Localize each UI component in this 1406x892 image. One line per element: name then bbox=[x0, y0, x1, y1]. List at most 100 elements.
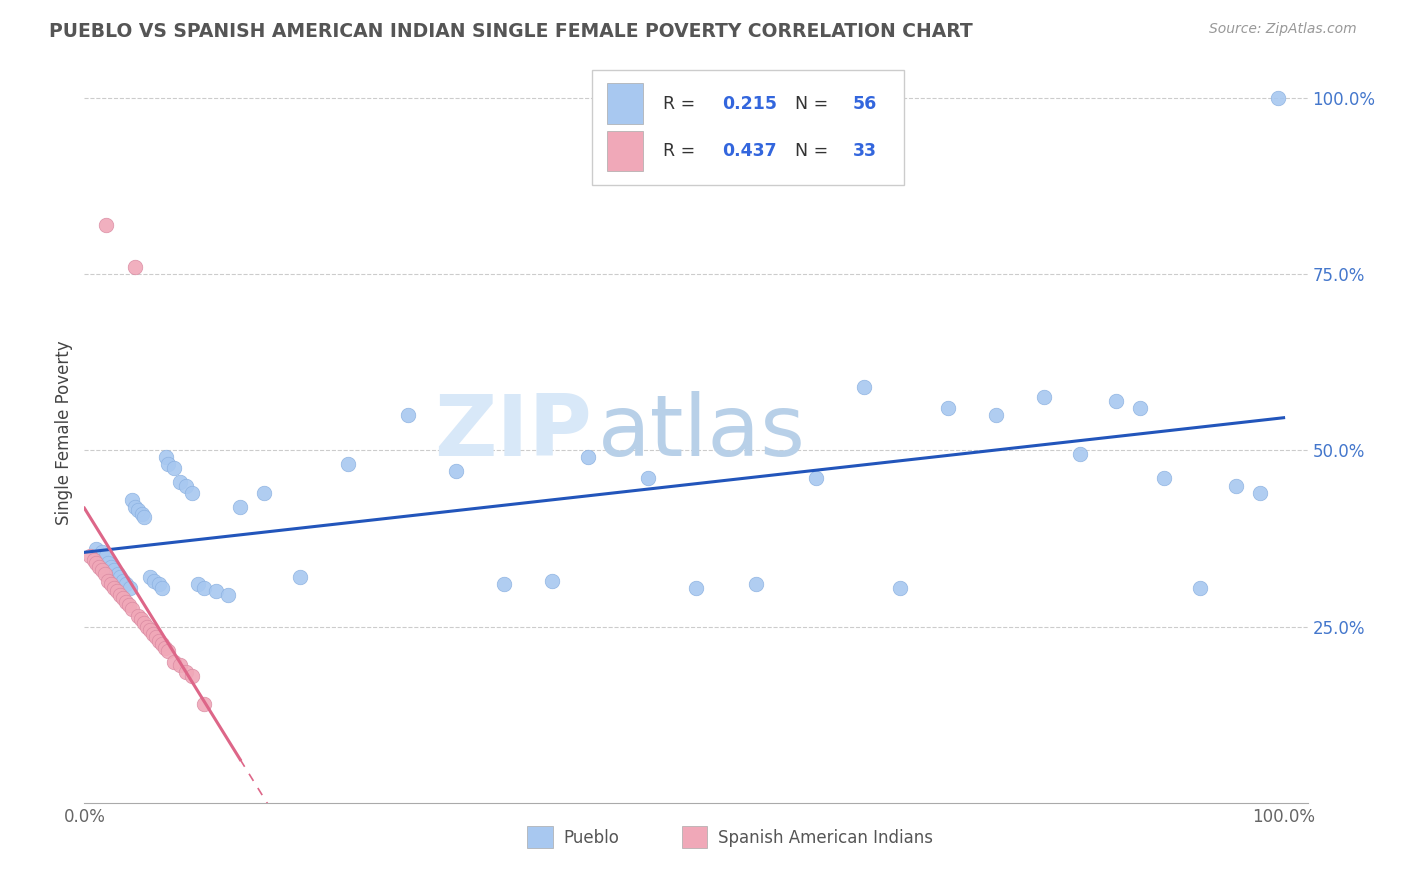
Point bbox=[193, 697, 215, 711]
Point bbox=[87, 559, 110, 574]
Y-axis label: Single Female Poverty: Single Female Poverty bbox=[55, 341, 73, 524]
Point bbox=[94, 549, 117, 563]
Point bbox=[97, 556, 120, 570]
Point bbox=[127, 609, 149, 624]
Point bbox=[145, 630, 167, 644]
Point bbox=[93, 566, 115, 581]
Point bbox=[229, 500, 252, 514]
Point bbox=[181, 485, 204, 500]
Point bbox=[115, 577, 138, 591]
Point bbox=[97, 574, 120, 588]
Point bbox=[153, 640, 176, 655]
Point bbox=[103, 563, 125, 577]
Point bbox=[169, 658, 191, 673]
Point bbox=[852, 380, 875, 394]
Point bbox=[337, 458, 360, 472]
Point bbox=[124, 260, 146, 274]
Point bbox=[1069, 447, 1091, 461]
Point bbox=[1249, 485, 1271, 500]
Point bbox=[193, 581, 215, 595]
Point bbox=[129, 612, 152, 626]
Text: N =: N = bbox=[794, 95, 834, 113]
Point bbox=[131, 507, 153, 521]
Point bbox=[142, 574, 165, 588]
Bar bbox=[606, 130, 644, 171]
Point bbox=[107, 566, 129, 581]
Point bbox=[150, 581, 173, 595]
Point bbox=[105, 584, 128, 599]
Text: 0.437: 0.437 bbox=[721, 143, 776, 161]
Text: PUEBLO VS SPANISH AMERICAN INDIAN SINGLE FEMALE POVERTY CORRELATION CHART: PUEBLO VS SPANISH AMERICAN INDIAN SINGLE… bbox=[49, 22, 973, 41]
Point bbox=[118, 599, 141, 613]
Point bbox=[1188, 581, 1211, 595]
Point bbox=[111, 574, 134, 588]
Point bbox=[103, 581, 125, 595]
Point bbox=[111, 591, 134, 606]
FancyBboxPatch shape bbox=[592, 70, 904, 185]
Point bbox=[86, 541, 108, 556]
Point bbox=[1225, 478, 1247, 492]
Point bbox=[118, 581, 141, 595]
Text: R =: R = bbox=[664, 95, 700, 113]
Point bbox=[110, 570, 132, 584]
Text: R =: R = bbox=[664, 143, 700, 161]
Point bbox=[110, 588, 132, 602]
Point bbox=[984, 408, 1007, 422]
Point bbox=[134, 510, 156, 524]
Point bbox=[541, 574, 564, 588]
Point bbox=[94, 218, 117, 232]
Point bbox=[1267, 91, 1289, 105]
Text: ZIP: ZIP bbox=[434, 391, 592, 475]
Point bbox=[169, 475, 191, 489]
Point bbox=[91, 545, 114, 559]
Point bbox=[1032, 390, 1054, 404]
Point bbox=[79, 549, 101, 563]
Bar bbox=[606, 83, 644, 124]
Point bbox=[745, 577, 768, 591]
Point bbox=[124, 500, 146, 514]
Point bbox=[148, 633, 170, 648]
Point bbox=[174, 478, 197, 492]
Point bbox=[127, 503, 149, 517]
Point bbox=[115, 595, 138, 609]
Point bbox=[83, 552, 105, 566]
Point bbox=[139, 623, 162, 637]
Point bbox=[1153, 471, 1175, 485]
Point bbox=[1129, 401, 1152, 415]
Point bbox=[91, 563, 114, 577]
Point bbox=[135, 619, 157, 633]
Point bbox=[637, 471, 659, 485]
Point bbox=[121, 602, 143, 616]
Text: 56: 56 bbox=[852, 95, 877, 113]
Point bbox=[936, 401, 959, 415]
Text: atlas: atlas bbox=[598, 391, 806, 475]
Point bbox=[157, 644, 180, 658]
Text: Pueblo: Pueblo bbox=[564, 829, 620, 847]
Point bbox=[205, 584, 228, 599]
Point bbox=[163, 655, 186, 669]
Point bbox=[163, 461, 186, 475]
Point bbox=[181, 669, 204, 683]
Point bbox=[494, 577, 516, 591]
Point bbox=[148, 577, 170, 591]
Point bbox=[576, 450, 599, 465]
Point bbox=[155, 450, 177, 465]
Point bbox=[134, 615, 156, 630]
Text: 33: 33 bbox=[852, 143, 876, 161]
Point bbox=[253, 485, 276, 500]
Point bbox=[804, 471, 827, 485]
Point bbox=[139, 570, 162, 584]
Point bbox=[217, 588, 239, 602]
Point bbox=[150, 637, 173, 651]
Point bbox=[174, 665, 197, 680]
Text: N =: N = bbox=[794, 143, 834, 161]
Point bbox=[142, 626, 165, 640]
Point bbox=[100, 559, 122, 574]
Point bbox=[1105, 393, 1128, 408]
Text: Source: ZipAtlas.com: Source: ZipAtlas.com bbox=[1209, 22, 1357, 37]
Point bbox=[86, 556, 108, 570]
Point bbox=[157, 458, 180, 472]
Point bbox=[100, 577, 122, 591]
Point bbox=[290, 570, 312, 584]
Point bbox=[396, 408, 419, 422]
